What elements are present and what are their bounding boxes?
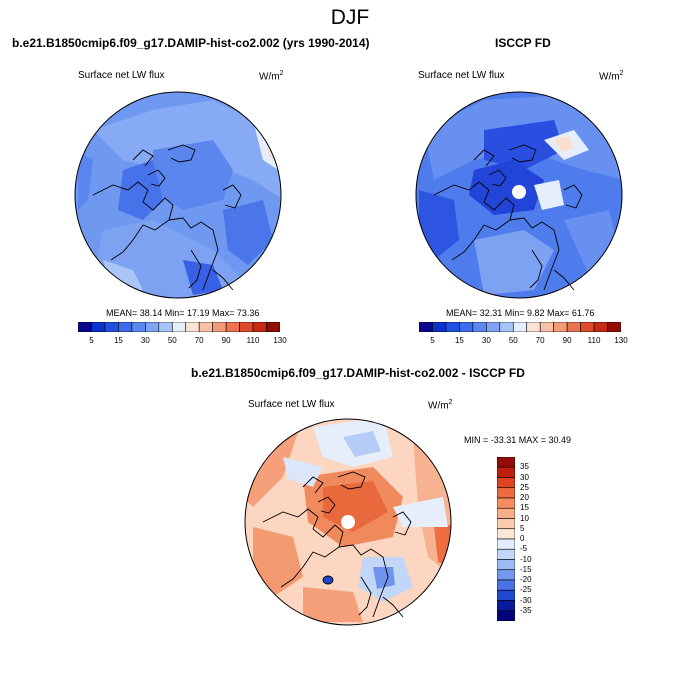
- model-colorbar-box: [118, 322, 133, 332]
- model-colorbar-tick-label: 15: [113, 336, 123, 345]
- diff-units-label: W/m2: [428, 399, 453, 412]
- model-colorbar-box: [185, 322, 200, 332]
- diff-polar-map: [244, 418, 452, 626]
- obs-colorbar-tick-label: 30: [481, 336, 491, 345]
- diff-colorbar-tick-label: 15: [520, 503, 529, 513]
- diff-colorbar-tick-label: 0: [520, 534, 525, 543]
- diff-colorbar-box: [497, 548, 515, 560]
- obs-colorbar-tick-label: 5: [430, 336, 435, 345]
- obs-colorbar-box: [566, 322, 581, 332]
- model-units-label: W/m2: [259, 70, 284, 83]
- model-colorbar-box: [198, 322, 213, 332]
- diff-colorbar-tick-label: 10: [520, 513, 529, 523]
- diff-colorbar-tick-label: -15: [520, 564, 532, 574]
- diff-colorbar-box: [497, 457, 515, 468]
- model-colorbar-tick-label: 110: [246, 336, 260, 345]
- obs-colorbar-tick-label: 15: [454, 336, 464, 345]
- model-colorbar-box: [104, 322, 119, 332]
- model-colorbar-box: [91, 322, 106, 332]
- model-colorbar-ticks: 5 15 30 50 70 90 110 130: [78, 336, 286, 348]
- obs-colorbar-tick-label: 50: [508, 336, 518, 345]
- diff-colorbar-box: [497, 507, 515, 519]
- obs-panel-title: ISCCP FD: [495, 36, 551, 50]
- season-title: DJF: [330, 6, 370, 29]
- model-colorbar-box: [212, 322, 227, 332]
- diff-colorbar-box: [497, 477, 515, 489]
- diff-colorbar: [497, 457, 515, 621]
- diff-panel-title: b.e21.B1850cmip6.f09_g17.DAMIP-hist-co2.…: [191, 366, 525, 380]
- obs-colorbar-ticks: 5 15 30 50 70 90 110 130: [419, 336, 627, 348]
- diff-colorbar-tick-label: -35: [520, 605, 532, 615]
- model-colorbar-box: [78, 322, 92, 332]
- obs-colorbar-tick-label: 130: [614, 336, 628, 345]
- obs-stats: MEAN= 32.31 Min= 9.82 Max= 61.76: [446, 308, 595, 318]
- obs-colorbar-box: [512, 322, 528, 332]
- model-colorbar-box: [252, 322, 267, 332]
- model-colorbar-tick-label: 130: [273, 336, 287, 345]
- diff-colorbar-tick-label: -30: [520, 595, 532, 605]
- diff-colorbar-tick-label: 25: [520, 482, 529, 492]
- diff-colorbar-box: [497, 600, 515, 612]
- diff-colorbar-tick-label: -20: [520, 575, 532, 584]
- model-colorbar-tick-label: 50: [167, 336, 177, 345]
- obs-colorbar-box: [526, 322, 541, 332]
- obs-colorbar-box: [432, 322, 447, 332]
- obs-colorbar-box: [553, 322, 568, 332]
- model-stats: MEAN= 38.14 Min= 17.19 Max= 73.36: [106, 308, 260, 318]
- diff-colorbar-box: [497, 579, 515, 591]
- model-polar-map: [74, 91, 282, 299]
- model-colorbar-tick-label: 90: [221, 336, 231, 345]
- diff-colorbar-ticks: 35 30 25 20 15 10 5 0 -5 -10 -15 -20 -25 -30 -35: [518, 457, 558, 621]
- model-colorbar-box: [225, 322, 240, 332]
- model-colorbar-tick-label: 70: [194, 336, 204, 345]
- diff-colorbar-box: [497, 538, 515, 550]
- obs-colorbar-box: [459, 322, 474, 332]
- diff-colorbar-box: [497, 589, 515, 601]
- obs-polar-map: [415, 91, 623, 299]
- diff-colorbar-box: [497, 569, 515, 581]
- model-panel-title: b.e21.B1850cmip6.f09_g17.DAMIP-hist-co2.…: [12, 36, 370, 50]
- model-colorbar-box: [158, 322, 173, 332]
- model-variable-label: Surface net LW flux: [78, 70, 165, 81]
- obs-colorbar-tick-label: 90: [562, 336, 572, 345]
- obs-colorbar-box: [499, 322, 514, 332]
- diff-colorbar-tick-label: -25: [520, 585, 532, 595]
- diff-colorbar-tick-label: 30: [520, 472, 529, 482]
- model-colorbar-tick-label: 30: [140, 336, 150, 345]
- diff-stats: MIN = -33.31 MAX = 30.49: [464, 435, 572, 445]
- diff-colorbar-box: [497, 528, 515, 540]
- diff-variable-label: Surface net LW flux: [248, 399, 335, 410]
- diff-colorbar-tick-label: 20: [520, 493, 529, 502]
- obs-colorbar-box: [419, 322, 433, 332]
- diff-colorbar-tick-label: 35: [520, 462, 529, 472]
- diff-colorbar-tick-label: -5: [520, 544, 528, 554]
- obs-colorbar-tick-label: 110: [587, 336, 601, 345]
- model-colorbar-box: [239, 322, 254, 332]
- obs-colorbar-box: [580, 322, 595, 332]
- obs-colorbar-box: [607, 322, 621, 332]
- obs-colorbar-box: [445, 322, 460, 332]
- model-colorbar: [78, 322, 280, 332]
- model-colorbar-box: [131, 322, 146, 332]
- model-colorbar-box: [145, 322, 160, 332]
- obs-colorbar: [419, 322, 621, 332]
- diff-colorbar-box: [497, 559, 515, 571]
- diff-colorbar-box: [497, 497, 515, 509]
- model-colorbar-box: [266, 322, 280, 332]
- obs-variable-label: Surface net LW flux: [418, 70, 505, 81]
- diff-colorbar-box: [497, 466, 515, 478]
- obs-colorbar-box: [486, 322, 501, 332]
- diff-colorbar-box: [497, 518, 515, 530]
- diff-colorbar-tick-label: 5: [520, 523, 525, 533]
- diff-colorbar-box: [497, 610, 515, 621]
- model-colorbar-tick-label: 5: [89, 336, 94, 345]
- obs-colorbar-box: [593, 322, 608, 332]
- obs-units-label: W/m2: [599, 70, 624, 83]
- diff-colorbar-tick-label: -10: [520, 554, 532, 564]
- diff-colorbar-box: [497, 487, 515, 499]
- model-colorbar-box: [171, 322, 187, 332]
- obs-colorbar-tick-label: 70: [535, 336, 545, 345]
- obs-colorbar-box: [472, 322, 487, 332]
- obs-colorbar-box: [539, 322, 554, 332]
